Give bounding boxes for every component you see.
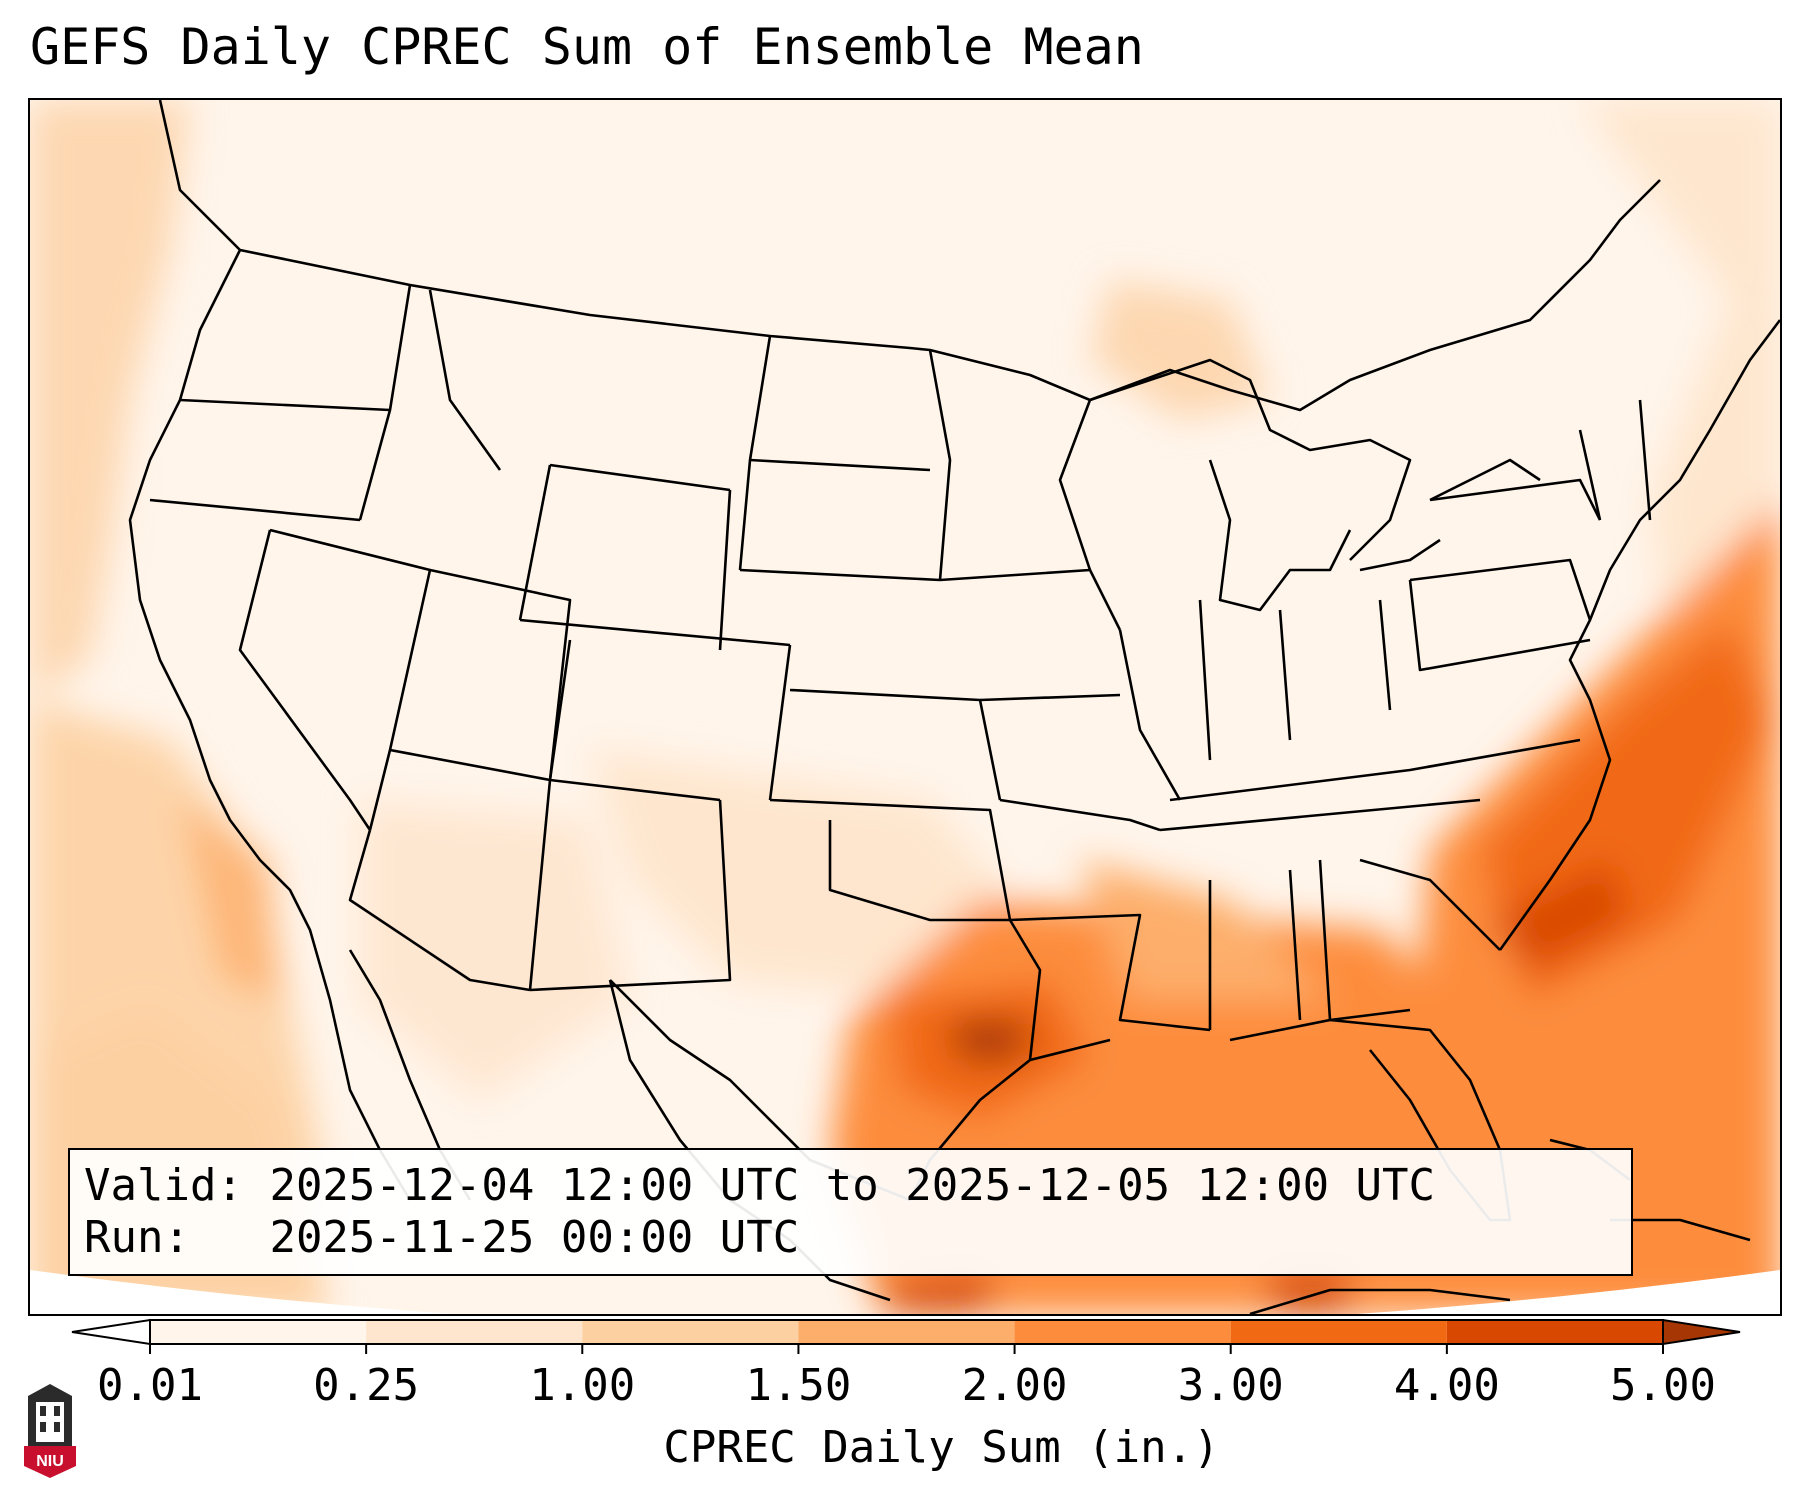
projection-edge xyxy=(30,1270,1780,1314)
colorbar-tick-label: 0.01 xyxy=(97,1360,203,1411)
colorbar-extend-high xyxy=(1662,1318,1741,1346)
colorbar-extend-low xyxy=(71,1318,151,1346)
colorbar-tick-label: 3.00 xyxy=(1177,1360,1284,1411)
colorbar-tick-label: 1.00 xyxy=(529,1360,636,1411)
colorbar-tick-label: 2.00 xyxy=(961,1360,1068,1411)
niu-university-logo-icon: NIU xyxy=(24,1384,76,1478)
precip-shading xyxy=(30,100,1780,1314)
valid-value: 2025-12-04 12:00 UTC to 2025-12-05 12:00… xyxy=(269,1160,1436,1211)
colorbar-swatch xyxy=(1446,1320,1663,1344)
run-value: 2025-11-25 00:00 UTC xyxy=(269,1212,800,1263)
colorbar-tick-label: 0.25 xyxy=(313,1360,420,1411)
colorbar-label: CPREC Daily Sum (in.) xyxy=(663,1422,1220,1473)
state-borders xyxy=(128,100,1780,1314)
colorbar-swatch xyxy=(150,1320,367,1344)
colorbar xyxy=(71,1318,1741,1354)
colorbar-swatch xyxy=(798,1320,1015,1344)
colorbar-swatch xyxy=(366,1320,583,1344)
colorbar-tick-label: 5.00 xyxy=(1610,1360,1716,1411)
logo-text: NIU xyxy=(36,1453,64,1470)
colorbar-tick-label: 1.50 xyxy=(745,1360,852,1411)
valid-label: Valid: xyxy=(84,1160,243,1211)
colorbar-swatch xyxy=(1230,1320,1447,1344)
precip-map xyxy=(30,100,1780,1314)
map-title: GEFS Daily CPREC Sum of Ensemble Mean xyxy=(30,18,1144,76)
info-box: Valid: 2025-12-04 12:00 UTC to 2025-12-0… xyxy=(68,1148,1633,1276)
colorbar-swatch xyxy=(582,1320,799,1344)
run-label: Run: xyxy=(84,1212,190,1263)
colorbar-swatch xyxy=(1014,1320,1231,1344)
map-panel xyxy=(28,98,1782,1316)
colorbar-tick-label: 4.00 xyxy=(1393,1360,1500,1411)
colorbar-outline xyxy=(149,1319,1664,1345)
